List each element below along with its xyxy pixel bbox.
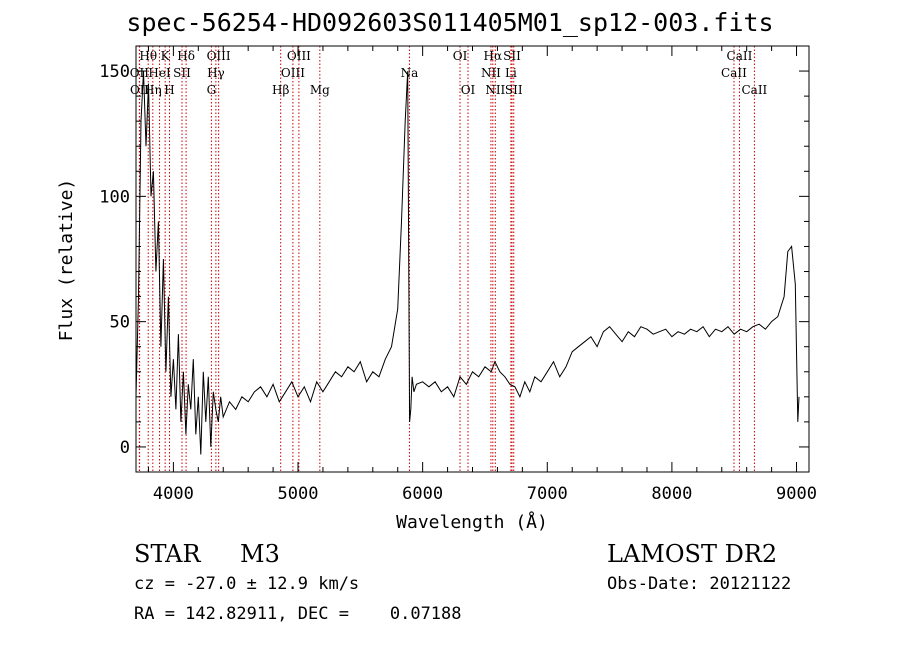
observation-date: Obs-Date: 20121122 xyxy=(607,574,792,594)
marker-label: HeI xyxy=(148,66,171,80)
marker-label: Hγ xyxy=(207,66,225,80)
object-class: STAR xyxy=(134,540,201,568)
marker-label: NII xyxy=(481,66,501,80)
marker-label: Hα xyxy=(484,49,503,63)
marker-label: CaII xyxy=(721,66,747,80)
spectrum-line xyxy=(135,71,800,455)
marker-label: CaII xyxy=(727,49,753,63)
chart-title: spec-56254-HD092603S011405M01_sp12-003.f… xyxy=(126,8,774,37)
marker-label: SII xyxy=(503,49,521,63)
marker-label: Mg xyxy=(310,83,330,97)
object-subclass: M3 xyxy=(240,540,280,568)
y-axis-label: Flux (relative) xyxy=(56,179,77,342)
marker-label: Na xyxy=(401,66,419,80)
marker-label: OI xyxy=(461,83,476,97)
marker-label: OIII xyxy=(281,66,305,80)
x-tick-label: 9000 xyxy=(776,484,817,504)
x-tick-label: 6000 xyxy=(402,484,443,504)
marker-label: CaII xyxy=(741,83,767,97)
marker-label: Hβ xyxy=(272,83,289,97)
marker-label: SII xyxy=(505,83,523,97)
y-tick-label: 50 xyxy=(110,313,130,333)
x-tick-label: 5000 xyxy=(278,484,319,504)
y-axis-ticks: 0 50 100 150 xyxy=(99,45,809,473)
redshift-cz: cz = -27.0 ± 12.9 km/s xyxy=(134,574,360,594)
marker-label: OIII xyxy=(207,49,231,63)
y-tick-label: 150 xyxy=(99,62,130,82)
emission-line-labels: OIIOIIHθHηHeIKHSIIHδHγGOIIIHβOIIIOIIIMgN… xyxy=(130,49,768,97)
marker-label: OII xyxy=(130,66,150,80)
emission-line-markers xyxy=(138,46,755,472)
marker-label: NII xyxy=(485,83,505,97)
marker-label: SII xyxy=(173,66,191,80)
x-tick-label: 4000 xyxy=(153,484,194,504)
coordinates: RA = 142.82911, DEC = 0.07188 xyxy=(134,604,462,624)
marker-label: H xyxy=(164,83,174,97)
marker-label: Hθ xyxy=(139,49,157,63)
x-axis-ticks: 4000 5000 6000 7000 8000 9000 xyxy=(147,46,817,504)
marker-label: OI xyxy=(453,49,468,63)
y-tick-label: 0 xyxy=(120,438,130,458)
marker-label: G xyxy=(207,83,217,97)
x-tick-label: 8000 xyxy=(651,484,692,504)
y-tick-label: 100 xyxy=(99,187,130,207)
marker-label: K xyxy=(161,49,171,63)
survey-name: LAMOST DR2 xyxy=(607,540,778,568)
x-tick-label: 7000 xyxy=(527,484,568,504)
marker-label: OIII xyxy=(287,49,311,63)
marker-label: Hη xyxy=(144,83,162,97)
marker-label: Li xyxy=(505,66,517,80)
x-axis-label: Wavelength (Å) xyxy=(396,511,548,533)
plot-frame xyxy=(135,45,810,473)
marker-label: Hδ xyxy=(177,49,195,63)
